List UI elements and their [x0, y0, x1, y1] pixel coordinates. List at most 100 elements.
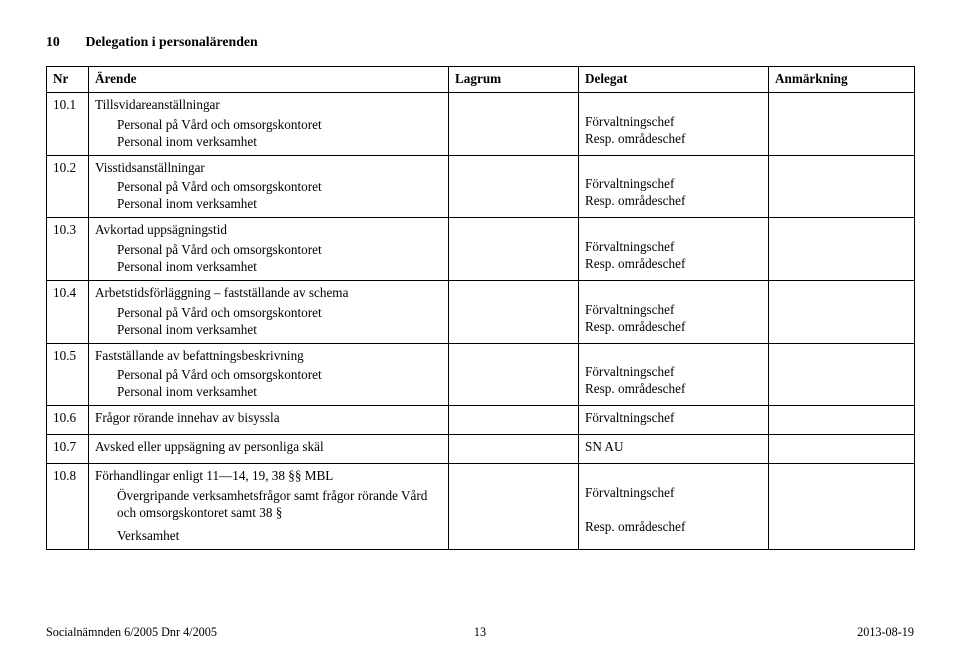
arende-title: Frågor rörande innehav av bisyssla	[95, 410, 442, 427]
cell-lagrum	[449, 343, 579, 406]
delegat-line: Förvaltningschef	[585, 176, 762, 193]
cell-nr: 10.8	[47, 464, 89, 550]
section-title: Delegation i personalärenden	[85, 34, 257, 49]
cell-lagrum	[449, 435, 579, 464]
cell-delegat: FörvaltningschefResp. områdeschef	[579, 218, 769, 281]
cell-arende: Avkortad uppsägningstid Personal på Vård …	[89, 218, 449, 281]
cell-anmarkning	[769, 155, 915, 218]
table-row: 10.2 Visstidsanställningar Personal på Vår…	[47, 155, 915, 218]
cell-lagrum	[449, 218, 579, 281]
table-row: 10.4 Arbetstidsförläggning – fastställand…	[47, 280, 915, 343]
arende-line: Övergripande verksamhetsfrågor samt fråg…	[95, 488, 442, 522]
cell-lagrum	[449, 92, 579, 155]
cell-delegat: Förvaltningschef Resp. områdeschef	[579, 464, 769, 550]
arende-title: Förhandlingar enligt 11—14, 19, 38 §§ MB…	[95, 468, 442, 485]
cell-nr: 10.7	[47, 435, 89, 464]
delegat-line: Resp. områdeschef	[585, 519, 762, 536]
cell-anmarkning	[769, 92, 915, 155]
arende-title: Fastställande av befattningsbeskrivning	[95, 348, 442, 365]
cell-arende: Avsked eller uppsägning av personliga sk…	[89, 435, 449, 464]
delegat-line: Resp. områdeschef	[585, 193, 762, 210]
cell-nr: 10.3	[47, 218, 89, 281]
cell-anmarkning	[769, 435, 915, 464]
cell-anmarkning	[769, 218, 915, 281]
cell-arende: Visstidsanställningar Personal på Vård oc…	[89, 155, 449, 218]
arende-title: Avkortad uppsägningstid	[95, 222, 442, 239]
table-row: 10.1 Tillsvidareanställningar Personal på …	[47, 92, 915, 155]
col-nr: Nr	[47, 67, 89, 93]
delegat-line: Förvaltningschef	[585, 410, 762, 427]
delegat-line: SN AU	[585, 439, 762, 456]
footer-page: 13	[46, 625, 914, 640]
arende-line: Personal på Vård och omsorgskontoret	[95, 367, 442, 384]
arende-line: Personal på Vård och omsorgskontoret	[95, 179, 442, 196]
cell-arende: Tillsvidareanställningar Personal på Vård…	[89, 92, 449, 155]
cell-arende: Arbetstidsförläggning – fastställande av…	[89, 280, 449, 343]
col-arende: Ärende	[89, 67, 449, 93]
col-lagrum: Lagrum	[449, 67, 579, 93]
delegat-line: Resp. områdeschef	[585, 319, 762, 336]
table-row: 10.8 Förhandlingar enligt 11—14, 19, 38 §…	[47, 464, 915, 550]
col-delegat: Delegat	[579, 67, 769, 93]
delegat-line	[585, 97, 762, 114]
table-row: 10.7 Avsked eller uppsägning av personlig…	[47, 435, 915, 464]
arende-title: Arbetstidsförläggning – fastställande av…	[95, 285, 442, 302]
delegat-line	[585, 160, 762, 177]
cell-anmarkning	[769, 343, 915, 406]
cell-delegat: SN AU	[579, 435, 769, 464]
arende-line: Verksamhet	[95, 528, 442, 545]
cell-nr: 10.2	[47, 155, 89, 218]
delegat-line: Resp. områdeschef	[585, 131, 762, 148]
delegat-line	[585, 502, 762, 519]
col-anmarkning: Anmärkning	[769, 67, 915, 93]
cell-nr: 10.1	[47, 92, 89, 155]
delegat-line: Förvaltningschef	[585, 239, 762, 256]
cell-lagrum	[449, 280, 579, 343]
arende-title: Avsked eller uppsägning av personliga sk…	[95, 439, 442, 456]
delegat-line: Resp. områdeschef	[585, 381, 762, 398]
table-header-row: Nr Ärende Lagrum Delegat Anmärkning	[47, 67, 915, 93]
cell-delegat: Förvaltningschef	[579, 406, 769, 435]
cell-delegat: FörvaltningschefResp. områdeschef	[579, 343, 769, 406]
delegat-line	[585, 222, 762, 239]
arende-line: Personal inom verksamhet	[95, 259, 442, 276]
delegat-line: Förvaltningschef	[585, 485, 762, 502]
delegat-line: Förvaltningschef	[585, 364, 762, 381]
arende-title: Tillsvidareanställningar	[95, 97, 442, 114]
cell-nr: 10.4	[47, 280, 89, 343]
table-row: 10.3 Avkortad uppsägningstid Personal på V…	[47, 218, 915, 281]
cell-delegat: FörvaltningschefResp. områdeschef	[579, 92, 769, 155]
section-heading: 10 Delegation i personalärenden	[46, 34, 914, 50]
delegat-line: Förvaltningschef	[585, 114, 762, 131]
delegat-line: Resp. områdeschef	[585, 256, 762, 273]
cell-anmarkning	[769, 464, 915, 550]
page-footer: Socialnämnden 6/2005 Dnr 4/2005 13 2013-…	[46, 625, 914, 640]
cell-arende: Förhandlingar enligt 11—14, 19, 38 §§ MB…	[89, 464, 449, 550]
delegat-line	[585, 348, 762, 365]
arende-line: Personal inom verksamhet	[95, 322, 442, 339]
cell-nr: 10.6	[47, 406, 89, 435]
arende-title: Visstidsanställningar	[95, 160, 442, 177]
cell-lagrum	[449, 155, 579, 218]
cell-nr: 10.5	[47, 343, 89, 406]
cell-delegat: FörvaltningschefResp. områdeschef	[579, 155, 769, 218]
arende-line: Personal på Vård och omsorgskontoret	[95, 305, 442, 322]
cell-lagrum	[449, 406, 579, 435]
cell-arende: Frågor rörande innehav av bisyssla	[89, 406, 449, 435]
cell-anmarkning	[769, 406, 915, 435]
section-number: 10	[46, 34, 82, 50]
table-row: 10.5Fastställande av befattningsbeskrivn…	[47, 343, 915, 406]
delegat-line: Förvaltningschef	[585, 302, 762, 319]
delegat-line	[585, 285, 762, 302]
arende-line: Personal inom verksamhet	[95, 134, 442, 151]
cell-anmarkning	[769, 280, 915, 343]
cell-delegat: FörvaltningschefResp. områdeschef	[579, 280, 769, 343]
arende-line: Personal på Vård och omsorgskontoret	[95, 242, 442, 259]
arende-line: Personal på Vård och omsorgskontoret	[95, 117, 442, 134]
cell-lagrum	[449, 464, 579, 550]
arende-line: Personal inom verksamhet	[95, 196, 442, 213]
delegat-line	[585, 468, 762, 485]
arende-line: Personal inom verksamhet	[95, 384, 442, 401]
cell-arende: Fastställande av befattningsbeskrivning P…	[89, 343, 449, 406]
delegation-table: Nr Ärende Lagrum Delegat Anmärkning 10.1…	[46, 66, 915, 550]
